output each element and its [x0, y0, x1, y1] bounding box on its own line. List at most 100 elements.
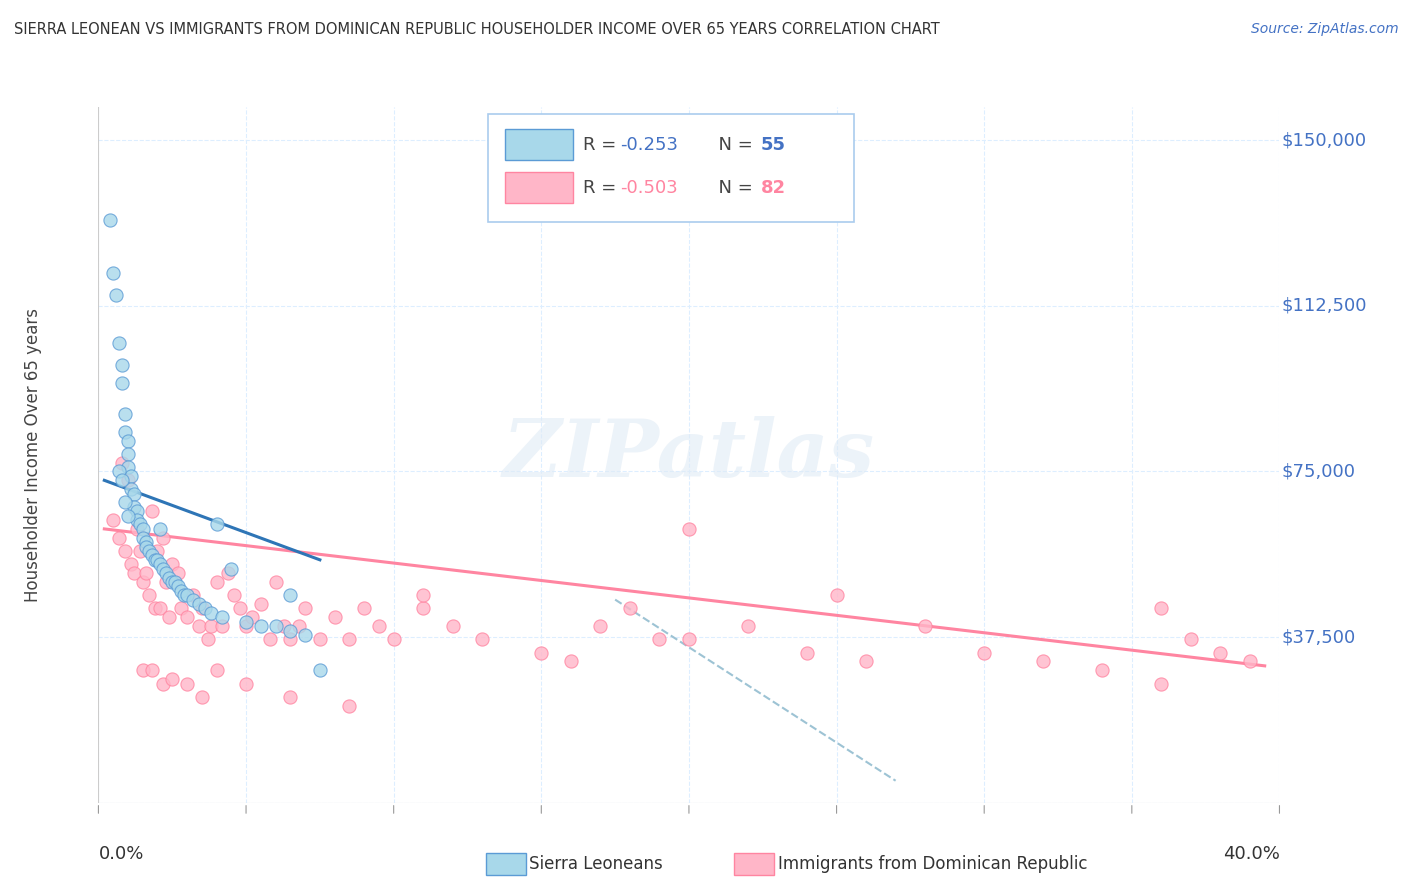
Point — [176, 676, 198, 690]
Point — [117, 447, 139, 461]
Point — [157, 610, 180, 624]
Text: Sierra Leoneans: Sierra Leoneans — [530, 855, 664, 873]
Point — [120, 469, 142, 483]
Text: 40.0%: 40.0% — [1223, 845, 1279, 863]
Point — [191, 690, 214, 704]
Point — [264, 574, 287, 589]
Point — [162, 672, 183, 686]
Point — [240, 610, 263, 624]
Point — [167, 566, 190, 580]
FancyBboxPatch shape — [505, 172, 574, 203]
Point — [143, 553, 166, 567]
FancyBboxPatch shape — [486, 853, 526, 875]
Point — [125, 504, 148, 518]
Point — [530, 646, 553, 660]
Point — [152, 676, 174, 690]
Text: 55: 55 — [761, 136, 786, 153]
Point — [141, 549, 163, 563]
Point — [217, 566, 239, 580]
Text: -0.253: -0.253 — [620, 136, 679, 153]
Point — [125, 513, 148, 527]
Point — [152, 531, 174, 545]
Point — [288, 619, 311, 633]
Point — [132, 522, 155, 536]
Point — [173, 588, 195, 602]
Point — [278, 588, 302, 602]
Point — [250, 619, 273, 633]
Text: Source: ZipAtlas.com: Source: ZipAtlas.com — [1251, 22, 1399, 37]
Point — [128, 544, 150, 558]
Point — [560, 655, 582, 669]
Point — [181, 592, 204, 607]
Point — [149, 601, 172, 615]
Point — [323, 610, 346, 624]
Point — [103, 266, 125, 280]
Point — [471, 632, 494, 647]
Point — [117, 434, 139, 448]
Point — [176, 610, 198, 624]
Point — [294, 601, 316, 615]
Point — [155, 566, 177, 580]
Point — [128, 517, 150, 532]
Point — [120, 558, 142, 572]
Point — [132, 574, 155, 589]
Point — [211, 610, 233, 624]
Point — [111, 456, 134, 470]
Point — [117, 508, 139, 523]
Point — [162, 558, 183, 572]
Point — [103, 513, 125, 527]
Point — [181, 588, 204, 602]
Point — [337, 698, 360, 713]
Point — [146, 553, 169, 567]
Point — [194, 601, 217, 615]
Point — [187, 619, 209, 633]
Point — [205, 574, 228, 589]
Point — [219, 562, 242, 576]
Point — [259, 632, 281, 647]
Point — [132, 663, 155, 677]
Point — [309, 663, 332, 677]
Text: 82: 82 — [761, 178, 786, 197]
Text: $75,000: $75,000 — [1282, 462, 1355, 481]
Point — [855, 655, 877, 669]
Point — [589, 619, 612, 633]
Point — [98, 212, 121, 227]
Point — [105, 287, 128, 301]
Point — [825, 588, 848, 602]
Point — [120, 482, 142, 496]
Point — [114, 544, 136, 558]
Point — [224, 588, 246, 602]
Point — [122, 500, 145, 514]
Point — [114, 425, 136, 439]
Point — [619, 601, 641, 615]
Point — [309, 632, 332, 647]
Text: -0.503: -0.503 — [620, 178, 678, 197]
Text: ZIPatlas: ZIPatlas — [503, 417, 875, 493]
Point — [149, 558, 172, 572]
Point — [973, 646, 995, 660]
Point — [157, 570, 180, 584]
Text: R =: R = — [582, 136, 621, 153]
Point — [138, 544, 160, 558]
Point — [141, 504, 163, 518]
Point — [205, 663, 228, 677]
Point — [111, 376, 134, 391]
Point — [132, 531, 155, 545]
Point — [114, 495, 136, 509]
Point — [162, 574, 183, 589]
Point — [187, 597, 209, 611]
Point — [796, 646, 818, 660]
Point — [135, 535, 157, 549]
Point — [235, 676, 257, 690]
FancyBboxPatch shape — [505, 129, 574, 160]
Point — [250, 597, 273, 611]
Point — [149, 522, 172, 536]
FancyBboxPatch shape — [734, 853, 773, 875]
Point — [368, 619, 391, 633]
Point — [1150, 676, 1173, 690]
Point — [143, 601, 166, 615]
Point — [141, 663, 163, 677]
Point — [264, 619, 287, 633]
Point — [191, 601, 214, 615]
Point — [278, 632, 302, 647]
